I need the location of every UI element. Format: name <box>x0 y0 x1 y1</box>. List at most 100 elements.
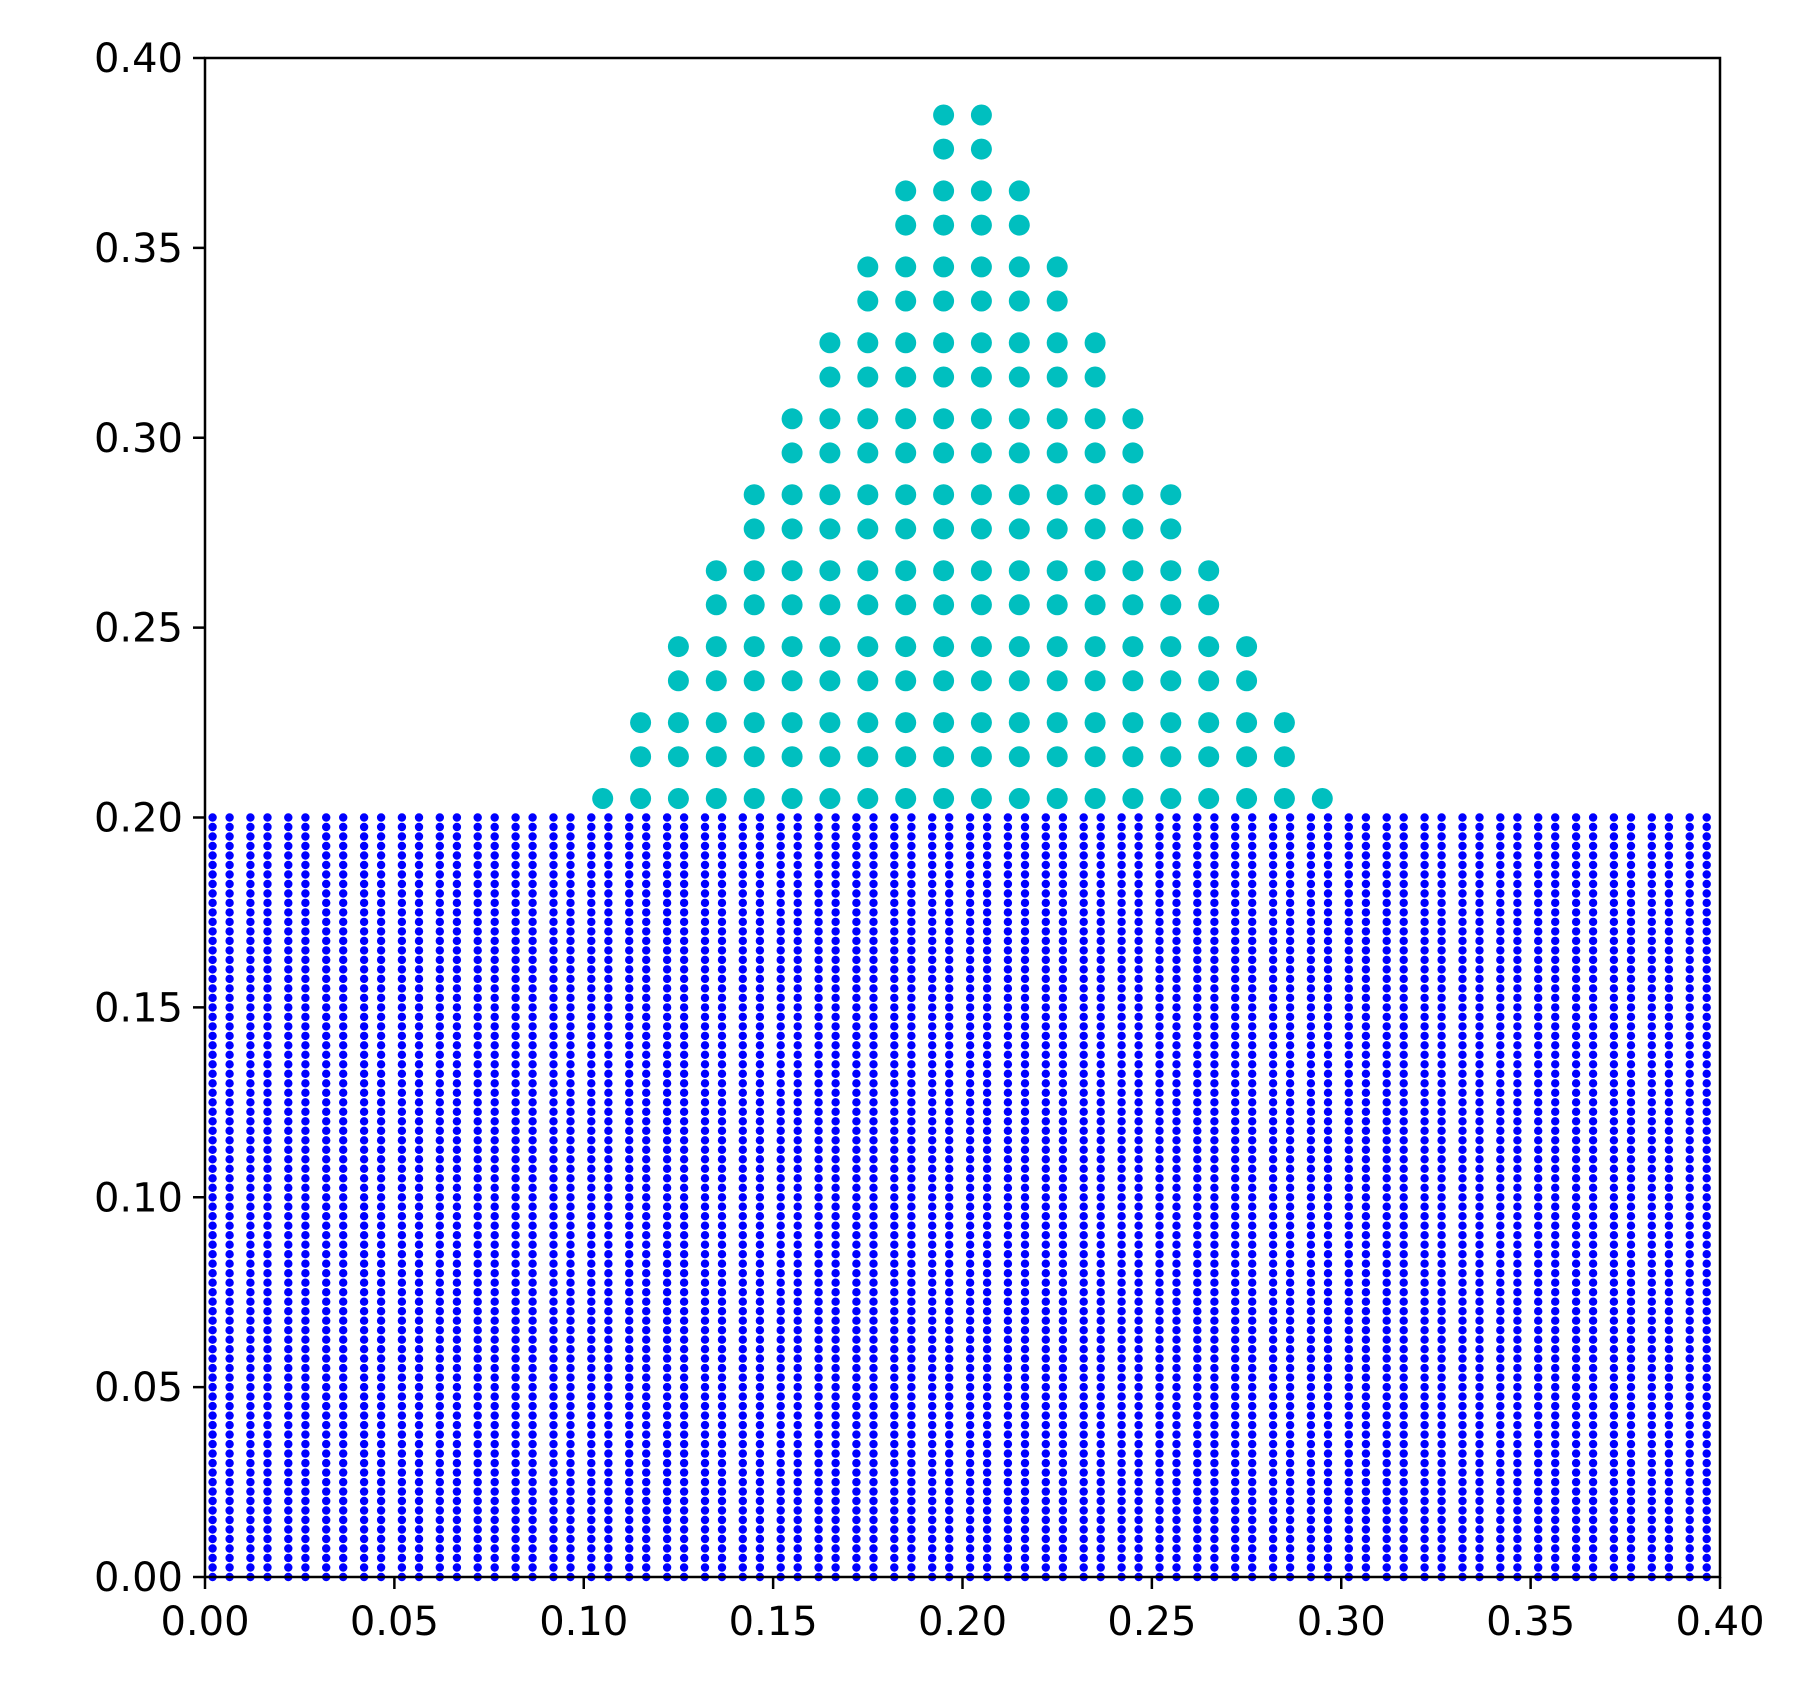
blue-point <box>435 1326 444 1335</box>
blue-point <box>907 1088 916 1098</box>
blue-point <box>1155 1050 1164 1060</box>
blue-point <box>755 1373 765 1382</box>
blue-point <box>890 1136 899 1145</box>
blue-point <box>1285 822 1295 832</box>
blue-point <box>1155 1335 1164 1344</box>
blue-point <box>322 1420 331 1430</box>
blue-point <box>1172 1278 1181 1287</box>
blue-point <box>452 1155 462 1164</box>
blue-point <box>452 1382 462 1392</box>
blue-point <box>1193 1288 1202 1297</box>
blue-point <box>376 1174 386 1183</box>
blue-point <box>831 1183 840 1193</box>
blue-point <box>528 1420 537 1430</box>
blue-point <box>511 965 520 974</box>
blue-point <box>814 993 823 1003</box>
blue-point <box>1134 1468 1143 1477</box>
blue-point <box>301 1449 310 1458</box>
blue-point <box>928 1193 937 1202</box>
blue-point <box>1155 1069 1164 1079</box>
blue-point <box>208 993 217 1003</box>
blue-point <box>284 1174 293 1183</box>
blue-point <box>814 946 823 955</box>
blue-point <box>359 1145 369 1155</box>
blue-point <box>1306 1193 1316 1202</box>
blue-point <box>776 936 785 946</box>
blue-point <box>869 1506 878 1515</box>
blue-point <box>452 1212 462 1221</box>
blue-point <box>717 1326 727 1335</box>
blue-point <box>1210 889 1219 898</box>
blue-point <box>604 965 613 974</box>
blue-point <box>359 1316 369 1325</box>
blue-point <box>928 1487 937 1496</box>
blue-point <box>1193 1411 1202 1420</box>
blue-point <box>831 1231 840 1240</box>
blue-point <box>1117 1031 1126 1041</box>
blue-point <box>490 898 499 908</box>
blue-point <box>928 1354 937 1363</box>
blue-point <box>263 1069 272 1079</box>
blue-point <box>700 1363 710 1373</box>
blue-point <box>1306 1269 1316 1278</box>
blue-point <box>1134 1240 1143 1249</box>
blue-point <box>225 1458 234 1468</box>
blue-point <box>755 1269 765 1278</box>
blue-point <box>1268 1335 1278 1344</box>
blue-point <box>339 1269 348 1278</box>
blue-point <box>965 1250 975 1259</box>
blue-point <box>1058 1506 1068 1515</box>
blue-point <box>1210 1534 1219 1544</box>
blue-point <box>1285 1563 1295 1572</box>
blue-point <box>528 1269 537 1278</box>
blue-point <box>1344 1012 1354 1022</box>
blue-point <box>814 1288 823 1297</box>
blue-point <box>1231 993 1240 1003</box>
blue-point <box>1323 974 1333 984</box>
blue-point <box>263 1183 272 1193</box>
blue-point <box>246 1012 255 1022</box>
blue-point <box>1117 1468 1126 1477</box>
blue-point <box>549 1345 558 1354</box>
blue-point <box>814 917 823 927</box>
blue-point <box>1193 1221 1202 1230</box>
blue-point <box>852 870 861 879</box>
blue-point <box>965 1145 975 1155</box>
blue-point <box>246 1468 255 1477</box>
blue-point <box>1306 1420 1316 1430</box>
blue-point <box>700 1439 710 1449</box>
blue-point <box>1306 1373 1316 1382</box>
blue-point <box>511 1307 520 1316</box>
blue-point <box>890 1382 899 1392</box>
blue-point <box>1344 1354 1354 1363</box>
blue-point <box>490 1430 499 1439</box>
blue-point <box>738 927 747 936</box>
blue-point <box>869 908 878 917</box>
blue-point <box>814 1487 823 1496</box>
blue-point <box>1210 1003 1219 1012</box>
blue-point <box>679 1288 689 1297</box>
blue-point <box>1079 1430 1088 1439</box>
blue-point <box>1268 1439 1278 1449</box>
blue-point <box>700 1496 710 1506</box>
blue-point <box>528 974 537 984</box>
blue-point <box>263 1363 272 1373</box>
blue-point <box>1096 1022 1105 1031</box>
blue-point <box>662 1373 672 1382</box>
blue-point <box>869 1202 878 1211</box>
blue-point <box>225 1307 234 1316</box>
blue-point <box>322 1345 331 1354</box>
blue-point <box>549 955 558 965</box>
blue-point <box>511 1098 520 1107</box>
blue-point <box>755 1335 765 1344</box>
blue-point <box>549 1316 558 1325</box>
blue-point <box>208 1401 217 1411</box>
blue-point <box>1210 984 1219 993</box>
blue-point <box>473 1060 482 1069</box>
blue-point <box>928 1012 937 1022</box>
blue-point <box>604 1231 613 1240</box>
blue-point <box>928 965 937 974</box>
blue-point <box>1020 1458 1030 1468</box>
blue-point <box>1248 927 1257 936</box>
blue-point <box>397 1515 407 1525</box>
